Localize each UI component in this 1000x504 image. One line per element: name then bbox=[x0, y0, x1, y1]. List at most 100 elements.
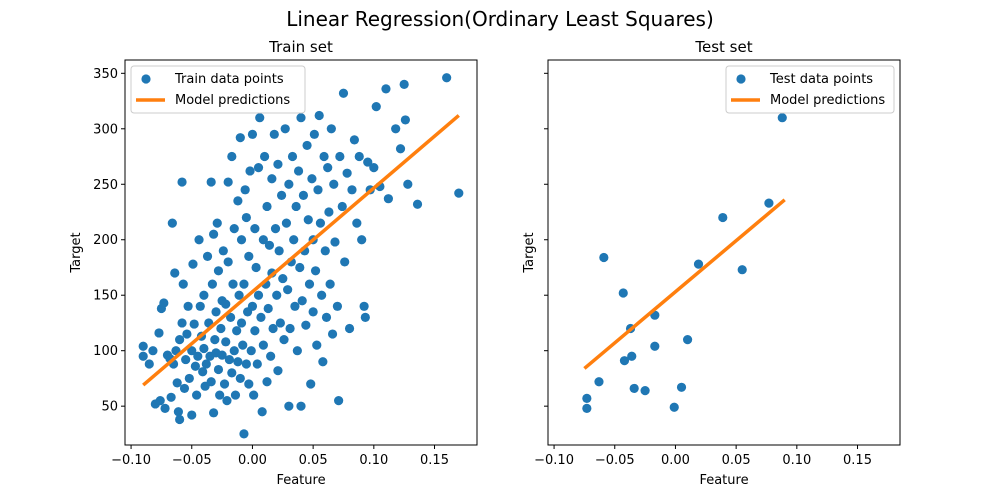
subplot-1-ytick-label: 250 bbox=[93, 178, 118, 193]
subplot-2-data-point bbox=[599, 252, 609, 263]
subplot-1-data-point bbox=[175, 414, 185, 425]
subplot-1-data-point bbox=[340, 257, 350, 267]
subplot-1-data-point bbox=[177, 177, 187, 187]
subplot-1-data-point bbox=[175, 334, 185, 345]
subplot-1-data-point bbox=[232, 326, 242, 336]
subplot-2-data-point bbox=[764, 198, 774, 208]
subplot-1-data-point bbox=[138, 351, 148, 361]
subplot-1-data-point bbox=[280, 124, 290, 134]
subplot-1-data-point bbox=[287, 151, 298, 162]
subplot-2-series-points bbox=[582, 113, 787, 413]
subplot-1-data-point bbox=[187, 346, 197, 356]
subplot-1-data-point bbox=[239, 429, 249, 439]
subplot-1-data-point bbox=[215, 390, 225, 400]
subplot-1-data-point bbox=[293, 166, 304, 176]
subplot-2-legend: Test data points Model predictions bbox=[725, 65, 895, 114]
subplot-1-data-point bbox=[241, 359, 251, 369]
subplot-2-prediction-line bbox=[583, 198, 786, 370]
subplot-1-data-point bbox=[160, 403, 170, 413]
subplot-1-data-point bbox=[216, 323, 226, 334]
subplot-2-data-point bbox=[618, 288, 628, 298]
subplot-1-data-point bbox=[327, 329, 338, 339]
subplot-1-xtick-label: −0.05 bbox=[172, 453, 212, 468]
subplot-1-data-point bbox=[230, 390, 241, 400]
subplot-1-data-point bbox=[369, 163, 379, 173]
subplot-2-data-point bbox=[582, 403, 592, 413]
subplot-1-data-point bbox=[270, 224, 281, 234]
subplot-1-data-point bbox=[310, 266, 321, 276]
subplot-2-title: Test set bbox=[694, 38, 752, 56]
subplot-1-data-point bbox=[249, 390, 259, 400]
subplot-1-data-point bbox=[290, 301, 300, 311]
subplot-1-data-point bbox=[239, 279, 249, 289]
subplot-2-xtick-label: 0.00 bbox=[661, 453, 690, 468]
subplot-1-data-point bbox=[326, 124, 336, 134]
subplot-1-data-point bbox=[218, 246, 228, 256]
subplot-1-data-point bbox=[207, 279, 217, 289]
subplot-1-data-point bbox=[206, 377, 216, 387]
subplot-1-data-point bbox=[222, 396, 232, 406]
subplot-1-data-point bbox=[258, 340, 268, 350]
subplot-1-legend-label: Model predictions bbox=[175, 93, 290, 108]
subplot-1-data-point bbox=[381, 84, 391, 94]
subplot-2-data-point bbox=[682, 334, 693, 345]
subplot-1-data-point bbox=[253, 290, 264, 300]
subplot-1-data-point bbox=[303, 215, 313, 225]
subplot-1-data-point bbox=[258, 235, 268, 245]
subplot-1-title: Train set bbox=[268, 38, 333, 56]
subplot-2-legend-box bbox=[725, 65, 895, 114]
subplot-1-data-point bbox=[400, 115, 410, 125]
subplot-2-data-point bbox=[582, 393, 592, 404]
subplot-1-data-point bbox=[170, 268, 180, 278]
subplot-1-xtick-label: 0.05 bbox=[299, 453, 328, 468]
subplot-1-data-point bbox=[144, 359, 154, 369]
subplot-1-legend-marker-points bbox=[141, 74, 151, 84]
subplot-1-data-point bbox=[360, 312, 370, 323]
subplot-1-data-point bbox=[332, 301, 343, 311]
subplot-1-data-point bbox=[255, 113, 265, 123]
subplot-1-data-point bbox=[324, 207, 334, 217]
subplot-1-data-point bbox=[320, 246, 330, 256]
subplot-1-data-point bbox=[213, 364, 224, 375]
subplot-1-xtick-label: 0.10 bbox=[359, 453, 388, 468]
subplot-1-data-point bbox=[403, 179, 413, 189]
subplot-1-ytick-label: 50 bbox=[101, 400, 118, 415]
subplot-1-data-point bbox=[264, 240, 275, 250]
subplot-1-data-point bbox=[236, 235, 247, 245]
subplot-2-ylabel: Target bbox=[522, 232, 537, 273]
subplot-2-data-point bbox=[629, 383, 639, 394]
subplot-1-data-point bbox=[199, 290, 209, 300]
subplot-1-data-point bbox=[313, 185, 323, 195]
subplot-1-xlabel: Feature bbox=[276, 473, 325, 488]
subplot-1-data-point bbox=[330, 237, 340, 247]
subplot-1-data-point bbox=[201, 359, 211, 369]
subplot-1-data-point bbox=[454, 188, 464, 198]
subplot-1-data-point bbox=[227, 151, 237, 162]
figure-title: Linear Regression(Ordinary Least Squares… bbox=[286, 7, 714, 31]
subplot-1-data-point bbox=[298, 190, 309, 200]
subplot-1-data-point bbox=[318, 357, 328, 367]
subplot-1-data-point bbox=[347, 185, 357, 195]
subplot-1-data-point bbox=[306, 379, 316, 389]
subplot-2-axes-frame bbox=[547, 59, 901, 446]
subplot-2-legend-marker-points bbox=[736, 74, 746, 84]
subplot-1-data-point bbox=[217, 350, 227, 360]
subplot-1-data-point bbox=[212, 218, 222, 228]
subplot-2-data-point bbox=[777, 113, 787, 123]
subplot-1-data-point bbox=[383, 194, 393, 204]
subplot-1-ytick-label: 100 bbox=[93, 344, 118, 359]
subplot-1-data-point bbox=[244, 251, 254, 261]
subplot-1-legend-box bbox=[130, 65, 306, 114]
subplot-1-xtick-label: −0.10 bbox=[111, 453, 151, 468]
subplot-1-data-point bbox=[296, 113, 306, 123]
subplot-1-data-point bbox=[192, 390, 202, 400]
subplot-1-data-point bbox=[229, 224, 239, 234]
subplot-1-data-point bbox=[193, 351, 203, 361]
subplot-1-data-point bbox=[221, 337, 231, 347]
subplot-1-data-point bbox=[342, 168, 352, 178]
subplot-1-data-point bbox=[252, 359, 262, 369]
subplot-1-data-point bbox=[338, 88, 349, 98]
subplot-1-data-point bbox=[349, 135, 360, 145]
subplot-1-data-point bbox=[226, 312, 236, 323]
subplot-1-data-point bbox=[323, 163, 333, 173]
